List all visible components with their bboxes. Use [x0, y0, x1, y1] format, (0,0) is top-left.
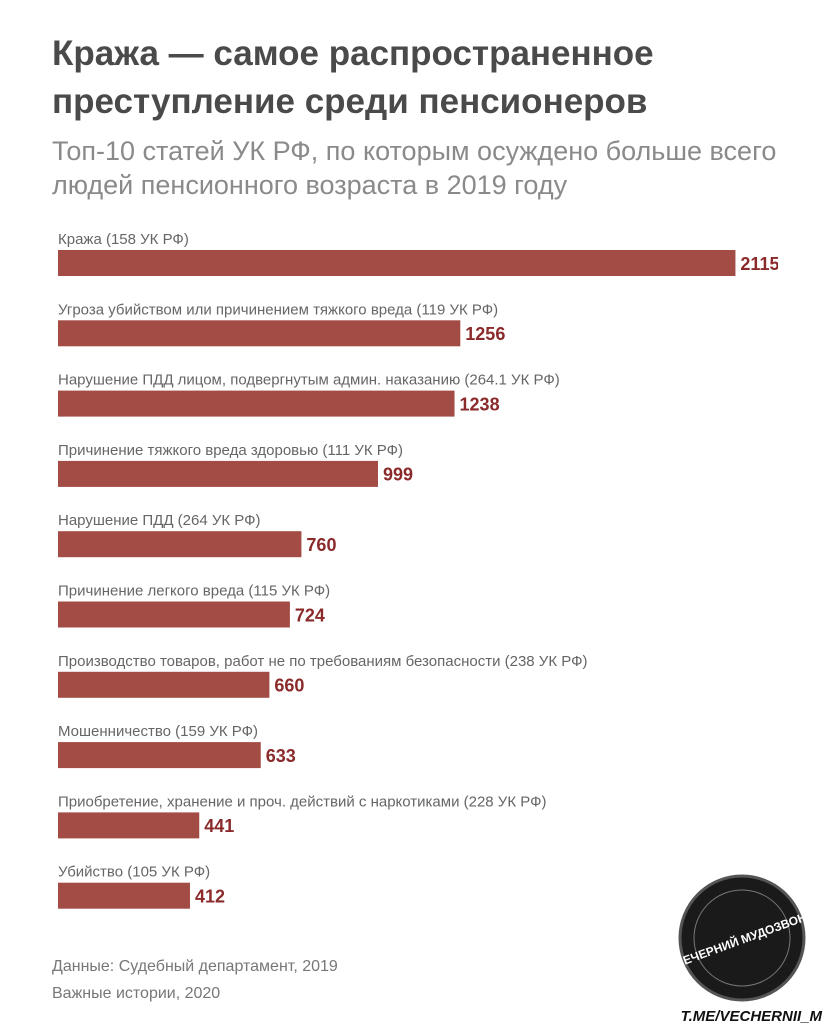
bar — [58, 812, 200, 839]
category-label: Приобретение, хранение и проч. действий … — [58, 793, 546, 810]
bar — [58, 671, 270, 698]
value-label: 999 — [383, 465, 413, 485]
bars: Кража (158 УК РФ) 2115 Угроза убийством ил… — [58, 231, 779, 909]
category-label: Причинение легкого вреда (115 УК РФ) — [58, 583, 330, 600]
chart-subtitle: Топ-10 статей УК РФ, по которым осуждено… — [52, 136, 777, 200]
category-label: Производство товаров, работ не по требов… — [58, 653, 587, 670]
bar — [58, 531, 302, 558]
bar — [58, 882, 190, 909]
value-label: 1256 — [465, 324, 505, 344]
value-label: 412 — [195, 886, 225, 906]
watermark-link: T.ME/VECHERNII_M — [681, 1008, 823, 1025]
category-label: Нарушение ПДД (264 УК РФ) — [58, 512, 261, 529]
value-label: 441 — [204, 816, 234, 836]
bar — [58, 742, 261, 769]
bar — [58, 250, 736, 276]
bar — [58, 460, 378, 487]
source: Данные: Судебный департамент, 2019 — [52, 958, 338, 975]
value-label: 2115 — [740, 254, 779, 274]
value-label: 1238 — [460, 394, 500, 414]
value-label: 660 — [274, 676, 304, 696]
category-label: Мошенничество (159 УК РФ) — [58, 723, 258, 740]
category-label: Причинение тяжкого вреда здоровью (111 У… — [58, 442, 403, 459]
source: Важные истории, 2020 — [52, 985, 221, 1002]
category-label: Кража (158 УК РФ) — [58, 231, 189, 248]
bar — [58, 601, 290, 628]
category-label: Нарушение ПДД лицом, подвергнутым админ.… — [58, 372, 560, 389]
value-label: 633 — [266, 746, 296, 766]
logo-circle — [678, 874, 806, 1002]
watermark: ВЕЧЕРНИЙ МУДОЗВОН T.ME/VECHERNII_M — [673, 874, 823, 1025]
bar — [58, 390, 455, 417]
bar — [58, 320, 461, 347]
value-label: 760 — [306, 535, 336, 555]
category-label: Угроза убийством или причинением тяжкого… — [58, 301, 498, 318]
category-label: Убийство (105 УК РФ) — [58, 864, 210, 881]
logo-ring — [693, 889, 791, 987]
chart-title: Кража — самое распространенное преступле… — [52, 34, 654, 121]
value-label: 724 — [295, 605, 325, 625]
